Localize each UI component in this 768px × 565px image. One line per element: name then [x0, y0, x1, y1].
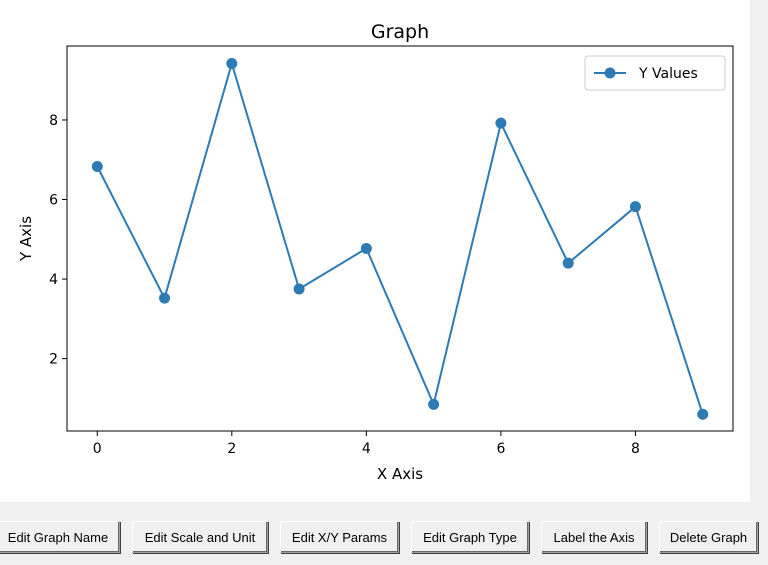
series-line [96, 62, 704, 415]
chart-title: Graph [371, 21, 429, 43]
data-point [562, 257, 574, 269]
label-the-axis-button[interactable]: Label the Axis [541, 521, 647, 553]
delete-graph-button[interactable]: Delete Graph [659, 521, 758, 553]
x-tick-label: 8 [631, 441, 640, 457]
data-point [226, 58, 238, 69]
x-tick-label: 2 [227, 441, 236, 457]
legend-box [584, 55, 726, 91]
data-point [293, 283, 305, 295]
x-tick-label: 6 [496, 441, 505, 457]
edit-scale-and-unit-button[interactable]: Edit Scale and Unit [132, 521, 268, 553]
data-point [91, 161, 103, 173]
edit-graph-type-button[interactable]: Edit Graph Type [411, 521, 529, 553]
y-axis-label: Y Axis [17, 216, 35, 262]
chart-svg: Graph 0 2 4 6 8 2 4 6 8 X Axis Y Axis Y Values [17, 21, 734, 483]
edit-xy-params-button[interactable]: Edit X/Y Params [280, 521, 399, 553]
legend-label: Y Values [638, 66, 698, 82]
plot-area-frame [66, 45, 734, 432]
data-point [629, 201, 641, 213]
y-tick-label: 2 [49, 352, 58, 368]
y-tick-label: 4 [49, 272, 58, 288]
data-point [360, 242, 372, 254]
legend-marker [604, 67, 616, 79]
plot-figure: Graph 0 2 4 6 8 2 4 6 8 X Axis Y Axis Y Values [0, 0, 750, 502]
y-tick-label: 6 [49, 193, 58, 209]
edit-graph-name-button[interactable]: Edit Graph Name [0, 521, 120, 553]
x-tick-label: 0 [93, 441, 102, 457]
data-point [495, 117, 507, 129]
data-point [697, 408, 709, 420]
graph-toolbar: Edit Graph Name Edit Scale and Unit Edit… [0, 521, 768, 555]
x-tick-label: 4 [362, 441, 371, 457]
y-tick-label: 8 [49, 113, 58, 129]
data-point [159, 292, 171, 304]
x-axis-label: X Axis [377, 465, 423, 483]
data-point [428, 398, 440, 410]
